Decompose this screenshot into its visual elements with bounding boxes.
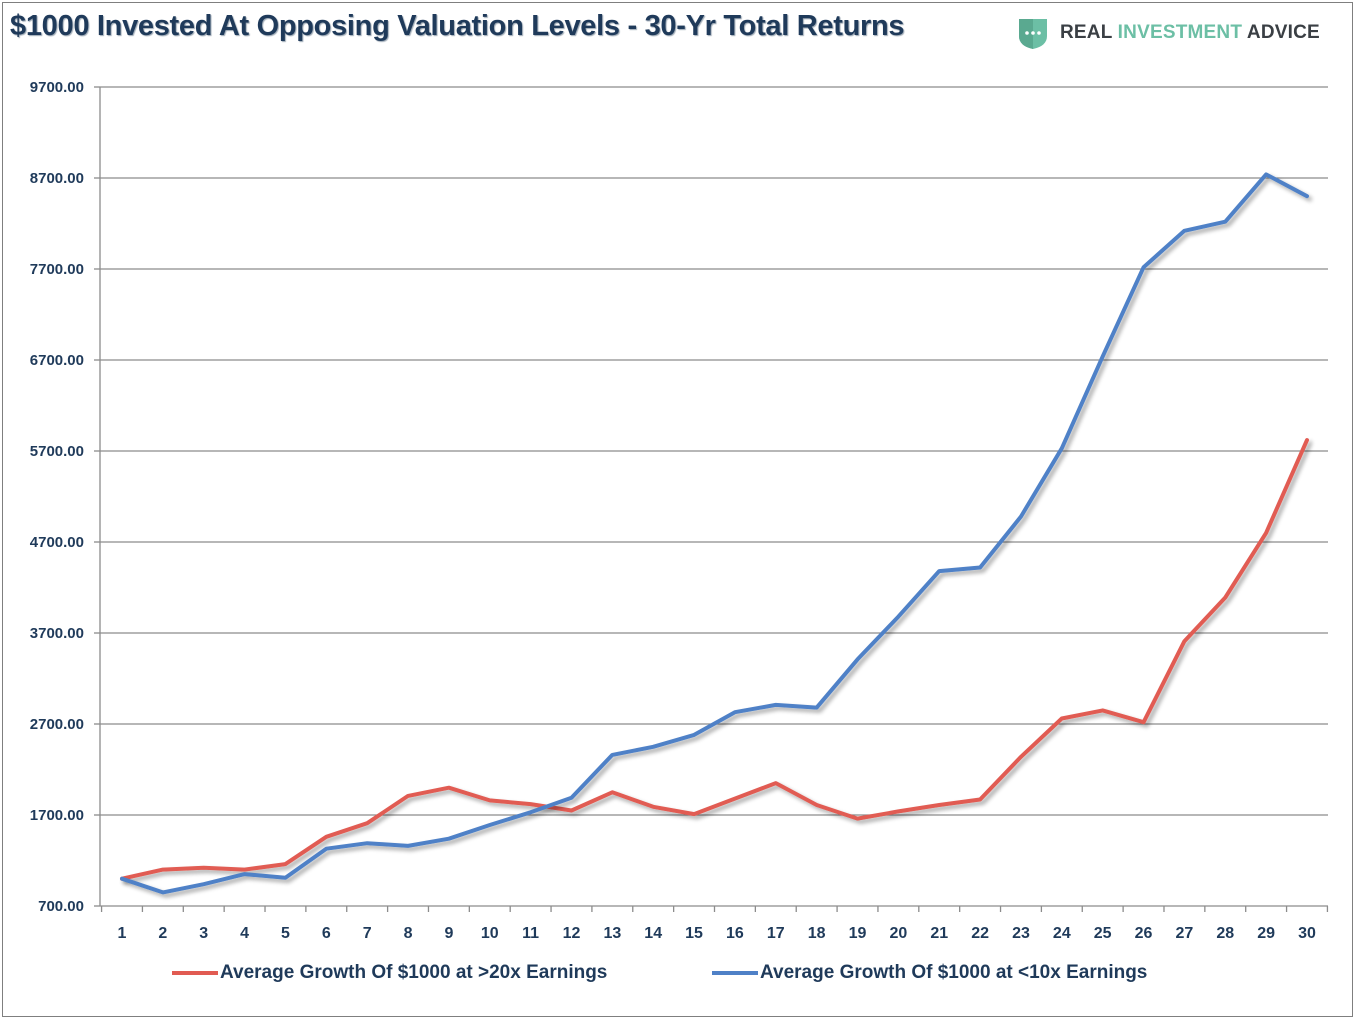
y-tick-label: 8700.00 <box>30 170 84 187</box>
y-tick-label: 2700.00 <box>30 716 84 733</box>
x-tick-label: 30 <box>1298 925 1316 942</box>
x-tick-label: 8 <box>404 925 413 942</box>
brand-name: REAL INVESTMENT ADVICE <box>1060 22 1320 44</box>
series-line-blue <box>120 172 1309 895</box>
x-tick-label: 25 <box>1094 925 1112 942</box>
legend-item-blue: Average Growth Of $1000 at <10x Earnings <box>712 962 1147 984</box>
y-tick-label: 700.00 <box>38 898 84 915</box>
x-tick-label: 29 <box>1257 925 1275 942</box>
x-tick-label: 3 <box>199 925 208 942</box>
axes <box>94 86 1329 912</box>
y-tick-label: 4700.00 <box>30 534 84 551</box>
brand-part-2: INVESTMENT <box>1117 22 1243 43</box>
x-tick-label: 26 <box>1135 925 1153 942</box>
x-tick-label: 6 <box>322 925 331 942</box>
x-tick-label: 22 <box>971 925 989 942</box>
y-axis-tick-labels: 700.00 1700.00 2700.00 3700.00 4700.00 5700.0… <box>30 79 84 915</box>
y-tick-label: 1700.00 <box>30 807 84 824</box>
x-tick-label: 15 <box>685 925 703 942</box>
x-tick-label: 23 <box>1012 925 1030 942</box>
x-tick-label: 5 <box>281 925 290 942</box>
x-tick-label: 7 <box>363 925 372 942</box>
brand-part-1: REAL <box>1060 22 1118 43</box>
chart-title: $1000 Invested At Opposing Valuation Lev… <box>10 10 905 42</box>
legend-item-red: Average Growth Of $1000 at >20x Earnings <box>172 962 607 984</box>
x-tick-label: 20 <box>889 925 907 942</box>
x-tick-label: 18 <box>808 925 826 942</box>
y-tick-label: 3700.00 <box>30 625 84 642</box>
x-tick-label: 27 <box>1176 925 1194 942</box>
x-tick-label: 17 <box>767 925 785 942</box>
brand-part-3: ADVICE <box>1242 22 1320 43</box>
series-line-red <box>120 438 1309 881</box>
brand-logo: REAL INVESTMENT ADVICE <box>1016 16 1320 50</box>
x-tick-label: 16 <box>726 925 744 942</box>
series-lines <box>120 172 1309 895</box>
x-tick-label: 4 <box>240 925 249 942</box>
legend-label-red: Average Growth Of $1000 at >20x Earnings <box>220 962 608 983</box>
x-tick-label: 12 <box>563 925 581 942</box>
x-tick-label: 2 <box>158 925 167 942</box>
legend-swatch-red <box>172 971 218 975</box>
x-tick-label: 10 <box>481 925 499 942</box>
x-tick-label: 11 <box>522 925 539 942</box>
gridlines <box>100 86 1328 816</box>
x-axis-tick-labels: 1 2 3 4 5 6 7 8 9 10 11 12 13 14 15 16 17 18 19 20 21 22 23 24 2… <box>118 925 1316 942</box>
x-tick-label: 28 <box>1216 925 1234 942</box>
x-tick-label: 24 <box>1053 925 1071 942</box>
x-tick-label: 9 <box>444 925 453 942</box>
shield-chat-icon <box>1019 19 1047 49</box>
x-tick-label: 1 <box>118 925 127 942</box>
x-tick-label: 19 <box>849 925 867 942</box>
x-tick-label: 14 <box>644 925 662 942</box>
x-tick-label: 21 <box>930 925 948 942</box>
y-tick-label: 5700.00 <box>30 443 84 460</box>
y-tick-label: 6700.00 <box>30 352 84 369</box>
legend-swatch-blue <box>712 971 758 975</box>
legend-label-blue: Average Growth Of $1000 at <10x Earnings <box>760 962 1148 983</box>
y-tick-label: 9700.00 <box>30 79 84 96</box>
x-tick-label: 13 <box>603 925 621 942</box>
y-tick-label: 7700.00 <box>30 261 84 278</box>
